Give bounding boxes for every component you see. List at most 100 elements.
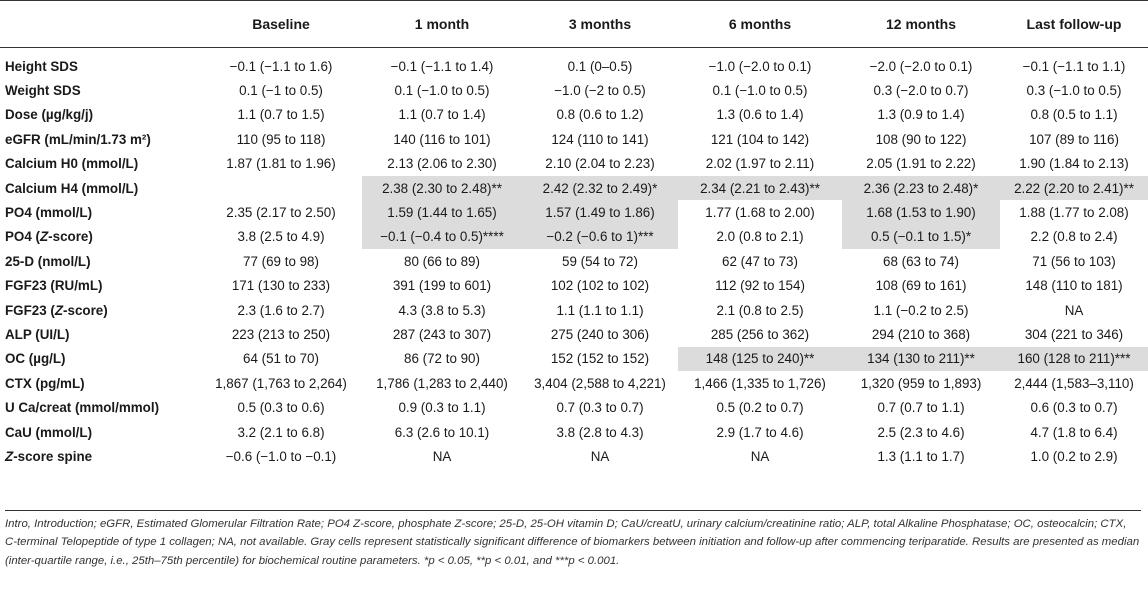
- table-footnote: Intro, Introduction; eGFR, Estimated Glo…: [5, 510, 1141, 570]
- table-cell: 2.34 (2.21 to 2.43)**: [678, 175, 842, 201]
- table-cell: 2.13 (2.06 to 2.30): [387, 156, 497, 172]
- table-cell: 1.1 (1.1 to 1.1): [556, 302, 644, 318]
- table-cell: NA: [750, 448, 770, 464]
- table-row: eGFR (mL/min/1.73 m²) 110 (95 to 118) 140 …: [0, 127, 1148, 151]
- table-cell: 0.7 (0.3 to 0.7): [556, 400, 644, 416]
- table-cell: 275 (240 to 306): [550, 326, 650, 342]
- row-label: Calcium H4 (mmol/L): [5, 180, 139, 196]
- table-cell: 86 (72 to 90): [404, 351, 480, 367]
- table-cell: 1.3 (0.9 to 1.4): [877, 107, 965, 123]
- table-cell: 68 (63 to 74): [883, 253, 959, 269]
- table-cell: 152 (152 to 152): [550, 351, 650, 367]
- header-cell: Last follow-up: [1000, 0, 1148, 48]
- table-cell: 2.35 (2.17 to 2.50): [226, 205, 336, 221]
- table-cell: 2.36 (2.23 to 2.48)*: [842, 175, 1000, 201]
- table-cell: 0.9 (0.3 to 1.1): [398, 400, 486, 416]
- table-cell: −0.1 (−1.1 to 1.1): [1022, 58, 1126, 74]
- table-row: Height SDS −0.1 (−1.1 to 1.6) −0.1 (−1.1 t…: [0, 48, 1148, 79]
- row-label: FGF23 (RU/mL): [5, 278, 103, 294]
- table-cell: 1.3 (0.6 to 1.4): [716, 107, 804, 123]
- table-cell: 59 (54 to 72): [562, 253, 638, 269]
- table-cell: 2.1 (0.8 to 2.5): [716, 302, 804, 318]
- table-cell: 1.57 (1.49 to 1.86): [522, 200, 678, 225]
- table-cell: 2.05 (1.91 to 2.22): [866, 156, 976, 172]
- table-cell: 1.1 (−0.2 to 2.5): [873, 302, 969, 318]
- table-cell: 112 (92 to 154): [715, 278, 805, 294]
- header-cell: 12 months: [842, 0, 1000, 48]
- header-cell: [0, 0, 200, 48]
- table-cell: NA: [432, 448, 452, 464]
- table-cell: NA: [590, 448, 610, 464]
- table-cell: 1.88 (1.77 to 2.08): [1019, 205, 1129, 221]
- table-cell: 2.10 (2.04 to 2.23): [545, 156, 655, 172]
- table-cell: 1.77 (1.68 to 2.00): [705, 205, 815, 221]
- table-cell: 1,867 (1,763 to 2,264): [215, 375, 347, 391]
- table-cell: −0.1 (−1.1 to 1.6): [229, 58, 333, 74]
- table-row: CaU (mmol/L) 3.2 (2.1 to 6.8) 6.3 (2.6 to …: [0, 420, 1148, 444]
- row-label: Height SDS: [5, 58, 78, 74]
- table-cell: 1.68 (1.53 to 1.90): [842, 200, 1000, 225]
- table-cell: 2.22 (2.20 to 2.41)**: [1000, 175, 1148, 201]
- table-cell: 287 (243 to 307): [392, 326, 492, 342]
- table-cell: 121 (104 to 142): [710, 131, 810, 147]
- table-cell: 140 (116 to 101): [393, 131, 491, 147]
- table-cell: 77 (69 to 98): [243, 253, 319, 269]
- results-table: Baseline 1 month 3 months 6 months 12 mo…: [0, 0, 1148, 469]
- table-cell: 0.5 (−0.1 to 1.5)*: [842, 224, 1000, 250]
- table-cell: 1.1 (0.7 to 1.5): [237, 107, 325, 123]
- row-label: eGFR (mL/min/1.73 m²): [5, 131, 151, 147]
- table-cell: 391 (199 to 601): [392, 278, 492, 294]
- table-row: U Ca/creat (mmol/mmol) 0.5 (0.3 to 0.6) 0.…: [0, 395, 1148, 419]
- table-cell: 108 (69 to 161): [875, 278, 967, 294]
- table-cell: 124 (110 to 141): [551, 131, 649, 147]
- table-cell: 171 (130 to 233): [231, 278, 331, 294]
- table-cell: −0.1 (−1.1 to 1.4): [390, 58, 494, 74]
- table-cell: 1.1 (0.7 to 1.4): [398, 107, 486, 123]
- table-cell: −1.0 (−2 to 0.5): [554, 83, 646, 99]
- table-cell: 1,786 (1,283 to 2,440): [376, 375, 508, 391]
- row-label: Weight SDS: [5, 83, 81, 99]
- table-cell: 294 (210 to 368): [871, 326, 971, 342]
- table-cell: −2.0 (−2.0 to 0.1): [869, 58, 973, 74]
- row-label: OC (µg/L): [5, 351, 66, 367]
- table-cell: 0.3 (−1.0 to 0.5): [1026, 83, 1122, 99]
- table-cell: 0.5 (0.2 to 0.7): [716, 400, 804, 416]
- table-cell: −0.1 (−0.4 to 0.5)****: [362, 224, 522, 250]
- table-row: FGF23 (Z-score) 2.3 (1.6 to 2.7) 4.3 (3.8 …: [0, 298, 1148, 322]
- row-label: Z-score spine: [5, 448, 93, 464]
- table-row: PO4 (Z-score) 3.8 (2.5 to 4.9) −0.1 (−0.4 …: [0, 224, 1148, 250]
- table-row: 25-D (nmol/L) 77 (69 to 98) 80 (66 to 89) 5…: [0, 249, 1148, 273]
- table-cell: NA: [1064, 302, 1084, 318]
- table-cell: 223 (213 to 250): [231, 326, 331, 342]
- table-row: Calcium H4 (mmol/L) 2.38 (2.30 to 2.48)**…: [0, 175, 1148, 201]
- table-cell: 2.42 (2.32 to 2.49)*: [522, 175, 678, 201]
- table-cell: 0.1 (−1 to 0.5): [239, 83, 323, 99]
- table-cell: 1.87 (1.81 to 1.96): [226, 156, 336, 172]
- table-cell: 0.7 (0.7 to 1.1): [877, 400, 965, 416]
- table-row: Z-score spine −0.6 (−1.0 to −0.1) NA NA NA 1.…: [0, 444, 1148, 468]
- table-row: Dose (µg/kg/j) 1.1 (0.7 to 1.5) 1.1 (0.7 t…: [0, 103, 1148, 127]
- table-cell: 2.9 (1.7 to 4.6): [716, 424, 804, 440]
- row-label: Calcium H0 (mmol/L): [5, 156, 139, 172]
- table-cell: 71 (56 to 103): [1032, 253, 1116, 269]
- table-cell: 1.59 (1.44 to 1.65): [362, 200, 522, 225]
- table-cell: 2.5 (2.3 to 4.6): [877, 424, 965, 440]
- table-row: ALP (UI/L) 223 (213 to 250) 287 (243 to 30…: [0, 322, 1148, 346]
- header-row: Baseline 1 month 3 months 6 months 12 mo…: [0, 0, 1148, 48]
- table-cell: 0.6 (0.3 to 0.7): [1030, 400, 1118, 416]
- row-label: PO4 (Z-score): [5, 229, 93, 245]
- table-cell: 0.1 (−1.0 to 0.5): [712, 83, 808, 99]
- table-cell: 2.02 (1.97 to 2.11): [705, 156, 815, 172]
- table-cell: 102 (102 to 102): [550, 278, 650, 294]
- row-label: FGF23 (Z-score): [5, 302, 108, 318]
- table-cell: 1,466 (1,335 to 1,726): [694, 375, 826, 391]
- table-cell: 148 (110 to 181): [1025, 278, 1123, 294]
- table-cell: 134 (130 to 211)**: [842, 346, 1000, 372]
- table-cell: 1.90 (1.84 to 2.13): [1019, 156, 1129, 172]
- table-body: Height SDS −0.1 (−1.1 to 1.6) −0.1 (−1.1 t…: [0, 48, 1148, 469]
- table-cell: 0.8 (0.6 to 1.2): [556, 107, 644, 123]
- header-cell: Baseline: [200, 0, 362, 48]
- table-cell: 2.2 (0.8 to 2.4): [1030, 229, 1118, 245]
- table-row: FGF23 (RU/mL) 171 (130 to 233) 391 (199 to…: [0, 274, 1148, 298]
- table-row: Calcium H0 (mmol/L) 1.87 (1.81 to 1.96) 2.…: [0, 152, 1148, 176]
